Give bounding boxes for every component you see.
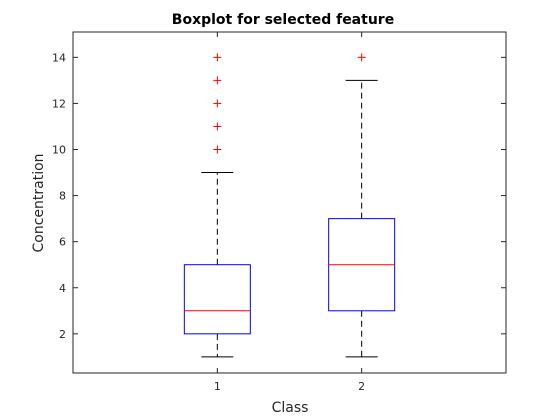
iqr-box (183, 264, 251, 335)
boxes (183, 53, 396, 358)
outlier-marker (357, 53, 366, 62)
y-tick-label: 8 (59, 190, 66, 203)
outlier-marker (213, 53, 222, 62)
outlier-marker (213, 122, 222, 131)
chart-title: Boxplot for selected feature (172, 12, 394, 28)
outlier-marker (213, 76, 222, 85)
plot-area-frame (72, 31, 507, 374)
y-tick-label: 2 (59, 328, 66, 341)
x-tick-label: 2 (358, 380, 365, 393)
y-tick-label: 10 (52, 144, 66, 157)
outlier-marker (213, 145, 222, 154)
box-group-class-2 (328, 53, 396, 358)
y-tick-label: 14 (52, 51, 66, 64)
x-axis-label: Class (272, 400, 309, 416)
y-tick-label: 4 (59, 282, 66, 295)
x-tick-label: 1 (214, 380, 221, 393)
y-tick-label: 6 (59, 236, 66, 249)
y-axis-label: Concentration (31, 153, 47, 252)
outlier-marker (213, 99, 222, 108)
box-group-class-1 (183, 53, 251, 358)
y-tick-label: 12 (52, 97, 66, 110)
axes (72, 31, 507, 374)
